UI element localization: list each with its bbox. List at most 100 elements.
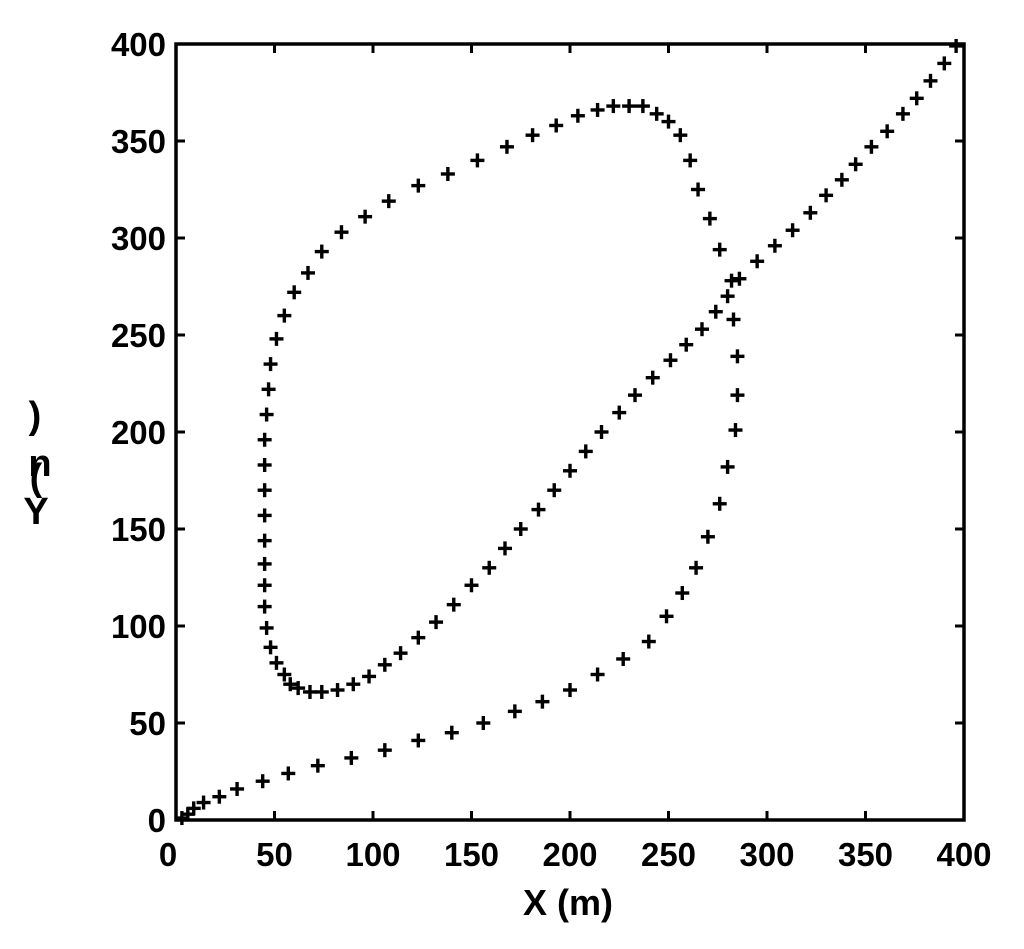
plus-marker (281, 766, 296, 781)
plus-marker (513, 522, 528, 536)
plus-marker (230, 781, 245, 796)
plus-marker (730, 349, 745, 364)
plus-marker (819, 188, 834, 203)
plus-marker (255, 774, 270, 789)
plus-marker (628, 388, 643, 403)
plus-marker (563, 463, 577, 478)
plus-marker (411, 178, 426, 193)
x-tick-label: 350 (838, 836, 893, 873)
x-tick-label: 150 (444, 836, 499, 873)
plus-marker (590, 667, 605, 682)
plus-marker (732, 271, 747, 286)
x-tick-label: 400 (936, 836, 991, 873)
plus-marker (287, 285, 302, 300)
plus-marker (689, 560, 704, 575)
plus-marker (949, 38, 964, 53)
plus-marker (750, 254, 765, 269)
plus-marker (464, 578, 479, 593)
plus-marker (679, 337, 694, 352)
plus-marker (283, 677, 298, 692)
plus-marker (712, 496, 727, 511)
plus-marker (531, 502, 546, 517)
plus-marker (683, 153, 698, 168)
plus-marker (535, 694, 550, 709)
plus-marker (880, 124, 895, 139)
plus-marker (622, 99, 637, 114)
plus-marker (578, 444, 593, 459)
x-axis-label: X (m) (523, 882, 613, 923)
plus-marker (259, 407, 274, 422)
plus-marker (186, 801, 201, 816)
plus-marker (507, 704, 522, 719)
y-tick-label: 50 (129, 705, 166, 742)
plus-marker (277, 308, 292, 323)
plus-marker (499, 139, 514, 154)
plus-marker (663, 353, 678, 368)
plus-marker (497, 541, 512, 556)
plus-marker (257, 556, 272, 571)
plus-marker (314, 244, 329, 259)
x-tick-label: 100 (345, 836, 400, 873)
plus-marker (549, 118, 564, 133)
plus-marker (635, 99, 650, 114)
plus-marker (720, 289, 735, 304)
plus-marker (381, 194, 396, 209)
plus-marker (570, 108, 585, 123)
plus-marker (277, 667, 292, 682)
plus-marker (302, 684, 317, 699)
y-tick-label: 300 (111, 220, 166, 257)
y-axis-label-fragment: ( (30, 457, 43, 499)
plus-marker (259, 620, 274, 635)
x-tick-label: 200 (542, 836, 597, 873)
y-tick-label: 400 (111, 26, 166, 63)
plus-marker (645, 370, 660, 385)
plus-marker (547, 483, 562, 498)
plus-marker (440, 166, 455, 181)
plus-marker (909, 91, 924, 106)
plus-marker (212, 789, 227, 804)
plus-marker (377, 743, 392, 758)
plus-marker (803, 205, 818, 220)
axis-ticks (174, 42, 966, 822)
plus-marker (590, 102, 605, 117)
plus-marker (649, 106, 664, 121)
plus-marker (785, 223, 800, 238)
plus-marker (606, 99, 621, 114)
plus-marker (641, 634, 656, 649)
plus-marker (393, 646, 408, 661)
x-tick-label: 0 (159, 836, 177, 873)
plus-marker (257, 457, 272, 472)
y-axis-label-fragment: Y (23, 491, 48, 533)
y-axis-label-fragment: ) (29, 395, 42, 437)
plus-marker (476, 716, 491, 730)
plus-marker (269, 331, 284, 346)
plus-marker (708, 304, 723, 319)
y-tick-label: 350 (111, 123, 166, 160)
plus-marker (257, 432, 272, 447)
y-tick-label: 100 (111, 608, 166, 645)
plus-marker (446, 597, 461, 612)
plus-marker (525, 128, 540, 143)
plus-marker (411, 630, 426, 645)
plus-marker (923, 73, 938, 88)
plus-marker (728, 423, 743, 438)
plot-markers (174, 38, 964, 826)
plus-marker (377, 657, 392, 672)
plus-marker (700, 529, 715, 544)
y-tick-label: 250 (111, 317, 166, 354)
plus-marker (257, 578, 272, 593)
plus-marker (848, 157, 863, 172)
plus-marker (694, 322, 709, 337)
plus-marker (767, 238, 782, 253)
plus-marker (344, 750, 359, 765)
plus-marker (834, 172, 849, 187)
plus-marker (429, 615, 444, 630)
plus-marker (612, 405, 627, 420)
plus-marker (937, 56, 952, 71)
y-tick-label: 150 (111, 511, 166, 548)
plus-marker (263, 640, 278, 655)
plus-marker (864, 139, 879, 154)
plus-marker (702, 211, 717, 226)
plus-marker (263, 357, 278, 372)
